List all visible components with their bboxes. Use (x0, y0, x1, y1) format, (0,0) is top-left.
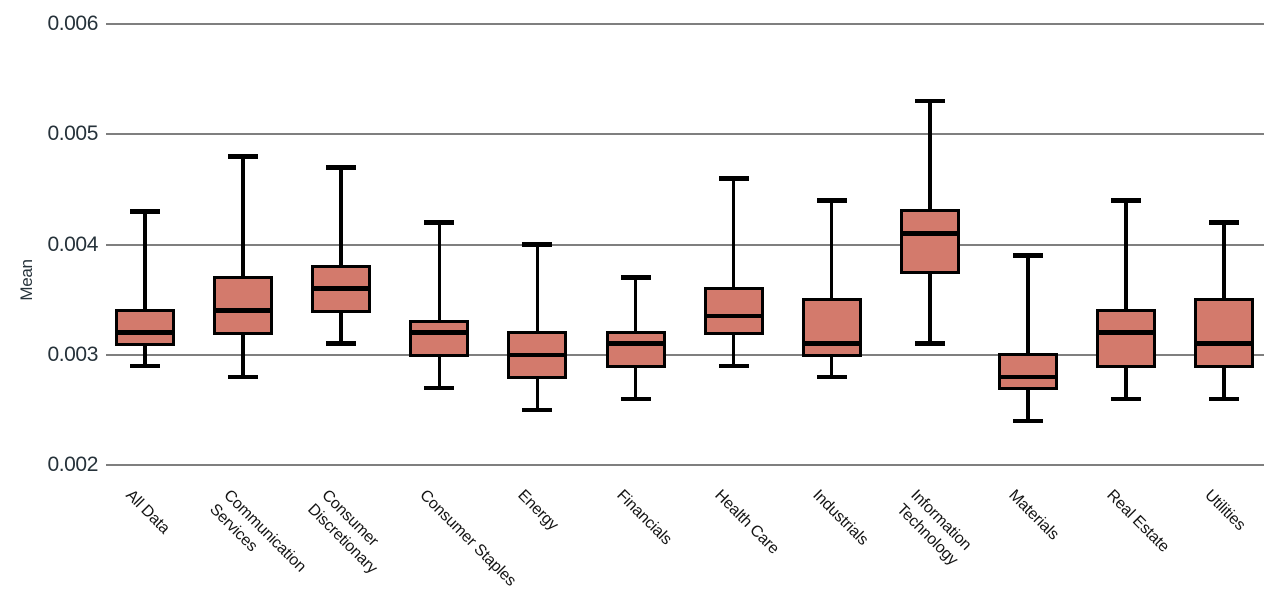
whisker-real-estate (1124, 200, 1128, 399)
whisker-cap-top-financials (620, 275, 651, 280)
median-materials (997, 374, 1058, 380)
whisker-consumer-discretionary (339, 167, 343, 344)
box-all-data (115, 308, 175, 346)
whisker-cap-bottom-information-technology (914, 341, 945, 346)
whisker-all-data (143, 211, 147, 366)
x-tick-label-line: Materials (1005, 486, 1062, 544)
x-tick-label-real-estate: Real Estate (1102, 486, 1173, 557)
median-consumer-discretionary (311, 286, 372, 291)
x-tick-label-consumer-discretionary: Consumer Discretionary (303, 486, 395, 578)
median-health-care (703, 313, 764, 319)
gridline-0.004 (106, 243, 1264, 246)
x-tick-label-industrials: Industrials (808, 486, 872, 550)
whisker-energy (535, 244, 540, 410)
y-tick-label: 0.002 (47, 453, 98, 476)
whisker-cap-top-materials (1012, 253, 1043, 258)
x-tick-label-financials: Financials (611, 486, 675, 550)
whisker-communication-services (241, 156, 245, 377)
median-communication-services (213, 308, 274, 313)
whisker-cap-top-consumer-staples (424, 220, 455, 225)
x-tick-label-energy: Energy (513, 486, 562, 535)
y-tick-label: 0.006 (47, 12, 98, 35)
whisker-cap-bottom-energy (522, 407, 553, 413)
box-industrials (801, 297, 862, 357)
median-consumer-staples (409, 330, 470, 335)
whisker-cap-top-industrials (816, 198, 847, 203)
x-tick-label-line: Health Care (710, 486, 782, 558)
median-energy (507, 352, 568, 357)
median-information-technology (899, 231, 960, 236)
whisker-cap-top-communication-services (228, 154, 259, 159)
whisker-cap-bottom-utilities (1209, 396, 1240, 402)
box-health-care (703, 286, 764, 335)
gridline-0.005 (106, 133, 1264, 136)
whisker-cap-bottom-health-care (718, 363, 749, 369)
box-materials (997, 352, 1058, 390)
median-industrials (801, 341, 862, 346)
box-information-technology (899, 209, 960, 275)
gridline-0.003 (106, 353, 1264, 356)
x-tick-label-line: Financials (612, 486, 675, 549)
median-real-estate (1096, 330, 1156, 335)
whisker-cap-top-consumer-discretionary (326, 165, 357, 170)
x-tick-label-utilities: Utilities (1200, 486, 1249, 535)
y-tick-label: 0.003 (47, 342, 98, 366)
x-tick-label-consumer-staples: Consumer Staples (415, 486, 520, 591)
whisker-cap-top-utilities (1209, 220, 1240, 225)
x-tick-label-line: Real Estate (1103, 486, 1173, 556)
gridline-0.006 (106, 23, 1264, 25)
x-tick-label-line: Consumer Staples (416, 486, 520, 590)
x-tick-label-all-data: All Data (121, 486, 174, 539)
whisker-cap-top-energy (522, 242, 553, 247)
x-tick-label-line: Utilities (1201, 486, 1249, 534)
x-tick-label-communication-services: Communication Services (205, 486, 310, 591)
x-tick-label-materials: Materials (1004, 486, 1063, 545)
y-tick-label: 0.005 (47, 122, 98, 146)
median-all-data (115, 330, 175, 335)
whisker-industrials (829, 200, 834, 377)
x-tick-label-line: Industrials (808, 486, 871, 549)
median-financials (605, 341, 666, 346)
box-communication-services (213, 275, 274, 335)
whisker-cap-bottom-industrials (816, 374, 847, 380)
y-axis-title: Mean (17, 259, 36, 301)
whisker-cap-bottom-consumer-staples (424, 385, 455, 391)
box-consumer-staples (409, 319, 470, 357)
whisker-cap-bottom-materials (1012, 418, 1043, 424)
x-tick-label-line: Energy (514, 486, 562, 534)
whisker-cap-bottom-all-data (130, 363, 160, 369)
whisker-consumer-staples (437, 222, 442, 388)
box-real-estate (1096, 308, 1156, 368)
whisker-health-care (731, 178, 736, 366)
whisker-cap-bottom-communication-services (228, 374, 259, 380)
box-financials (605, 330, 666, 368)
x-tick-label-health-care: Health Care (709, 486, 782, 559)
gridline-0.002 (106, 464, 1264, 466)
whisker-cap-top-health-care (718, 176, 749, 181)
median-utilities (1194, 341, 1255, 346)
whisker-cap-bottom-real-estate (1111, 396, 1141, 402)
y-tick-label: 0.004 (47, 232, 98, 256)
whisker-cap-top-all-data (130, 209, 160, 214)
whisker-cap-top-real-estate (1111, 198, 1141, 203)
x-tick-label-information-technology: Information Technology (892, 486, 976, 570)
whisker-materials (1026, 255, 1030, 421)
box-utilities (1194, 297, 1255, 368)
x-tick-label-line: All Data (122, 486, 173, 538)
whisker-cap-top-information-technology (914, 98, 945, 104)
whisker-cap-bottom-consumer-discretionary (326, 341, 357, 346)
whisker-cap-bottom-financials (620, 396, 651, 402)
